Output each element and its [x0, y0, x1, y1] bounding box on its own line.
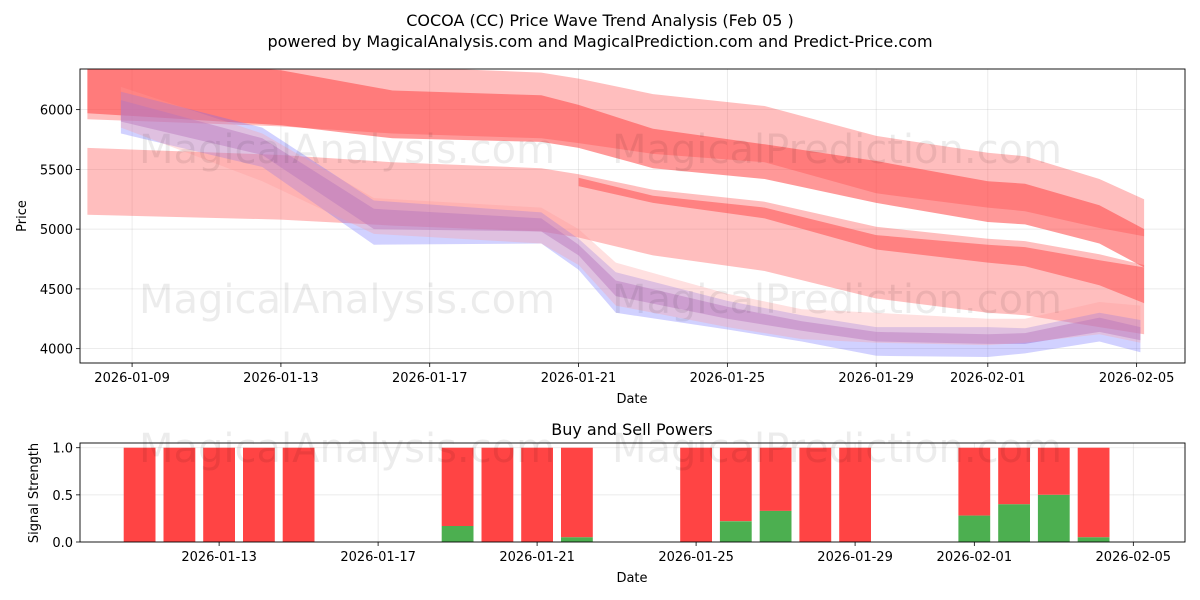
signal-y-ticks: 0.0 0.5 1.0 [52, 442, 80, 551]
buy-bar [958, 515, 991, 542]
signal-chart-title: Buy and Sell Powers [551, 420, 713, 439]
sell-bar [958, 447, 991, 516]
signal-y-tick-label: 1.0 [52, 442, 73, 457]
price-x-tick-label: 2026-01-09 [94, 371, 170, 386]
sell-bar [839, 447, 871, 542]
sell-bar [481, 447, 514, 542]
price-x-tick-label: 2026-01-17 [392, 371, 468, 386]
signal-x-ticks: 2026-01-13 2026-01-17 2026-01-21 2026-01-25… [181, 542, 1171, 565]
buy-bar [998, 504, 1030, 542]
signal-plot-frame [79, 442, 1186, 543]
watermark-prediction-mid: MagicalPrediction.com [612, 277, 1062, 323]
watermark-analysis-top: MagicalAnalysis.com [139, 127, 555, 173]
signal-y-tick-label: 0.5 [52, 489, 73, 504]
sell-bar [1077, 447, 1110, 538]
buy-bar [719, 521, 752, 542]
price-chart: MagicalAnalysis.com MagicalPrediction.co… [15, 68, 1186, 407]
watermark-analysis-mid: MagicalAnalysis.com [139, 277, 555, 323]
sell-bar [282, 447, 315, 542]
sell-bar [123, 447, 156, 542]
sell-bar [719, 447, 752, 522]
signal-y-tick-label: 0.0 [52, 536, 73, 551]
price-y-tick-label: 6000 [40, 104, 73, 119]
price-grid [80, 69, 1185, 363]
sell-bar [243, 447, 275, 542]
signal-y-label: Signal Strength [27, 443, 42, 543]
signal-x-tick-label: 2026-01-13 [181, 550, 257, 565]
band-pink-price-band [120, 86, 1141, 346]
buy-bar [1077, 537, 1110, 542]
price-x-tick-label: 2026-01-13 [243, 371, 319, 386]
figure-title: COCOA (CC) Price Wave Trend Analysis (Fe… [406, 11, 794, 30]
sell-bar [998, 447, 1030, 505]
price-y-tick-label: 5500 [40, 163, 73, 178]
figure-subtitle: powered by MagicalAnalysis.com and Magic… [267, 32, 932, 51]
buy-bar [759, 510, 792, 542]
sell-bar [203, 447, 235, 542]
price-plot-frame [79, 68, 1186, 364]
price-x-tick-label: 2026-01-25 [690, 371, 766, 386]
buy-bar [561, 537, 593, 542]
band-red-lower-band [87, 147, 1145, 335]
signal-x-tick-label: 2026-01-25 [658, 550, 734, 565]
band-blue-price-band [120, 91, 1141, 357]
price-y-tick-label: 4000 [40, 343, 73, 358]
sell-bar [163, 447, 196, 542]
signal-chart: Buy and Sell Powers MagicalAnalysis.com … [27, 420, 1186, 586]
signal-x-tick-label: 2026-01-29 [817, 550, 893, 565]
signal-x-label: Date [616, 571, 647, 586]
signal-x-tick-label: 2026-02-05 [1096, 550, 1172, 565]
price-y-ticks: 4000 4500 5000 5500 6000 [40, 104, 80, 358]
price-x-tick-label: 2026-02-01 [950, 371, 1026, 386]
sell-bar [759, 447, 792, 511]
signal-x-tick-label: 2026-01-17 [340, 550, 416, 565]
buy-bar [1037, 494, 1070, 542]
price-x-tick-label: 2026-02-05 [1099, 371, 1175, 386]
sell-bar [521, 447, 553, 542]
sell-bar [1037, 447, 1070, 495]
watermark-prediction-bottom: MagicalPrediction.com [612, 426, 1062, 472]
price-bands [87, 69, 1145, 357]
watermark-prediction-top: MagicalPrediction.com [612, 127, 1062, 173]
buy-bar [441, 526, 474, 542]
price-y-label: Price [15, 200, 30, 232]
watermark-analysis-bottom: MagicalAnalysis.com [139, 426, 555, 472]
signal-x-tick-label: 2026-01-21 [499, 550, 575, 565]
band-red-upper-core [87, 69, 1145, 268]
band-red-lower-core [578, 177, 1145, 304]
signal-x-tick-label: 2026-02-01 [937, 550, 1013, 565]
price-x-tick-label: 2026-01-29 [838, 371, 914, 386]
sell-bar [680, 447, 712, 542]
price-x-tick-label: 2026-01-21 [541, 371, 617, 386]
price-x-label: Date [616, 392, 647, 407]
sell-bar [561, 447, 593, 538]
price-x-ticks: 2026-01-09 2026-01-13 2026-01-17 2026-01-21… [94, 363, 1174, 386]
sell-bar [441, 447, 474, 526]
price-y-tick-label: 4500 [40, 283, 73, 298]
sell-bar [799, 447, 832, 542]
band-purple-price-core [120, 100, 1141, 344]
price-y-tick-label: 5000 [40, 223, 73, 238]
signal-bars [123, 447, 1110, 542]
